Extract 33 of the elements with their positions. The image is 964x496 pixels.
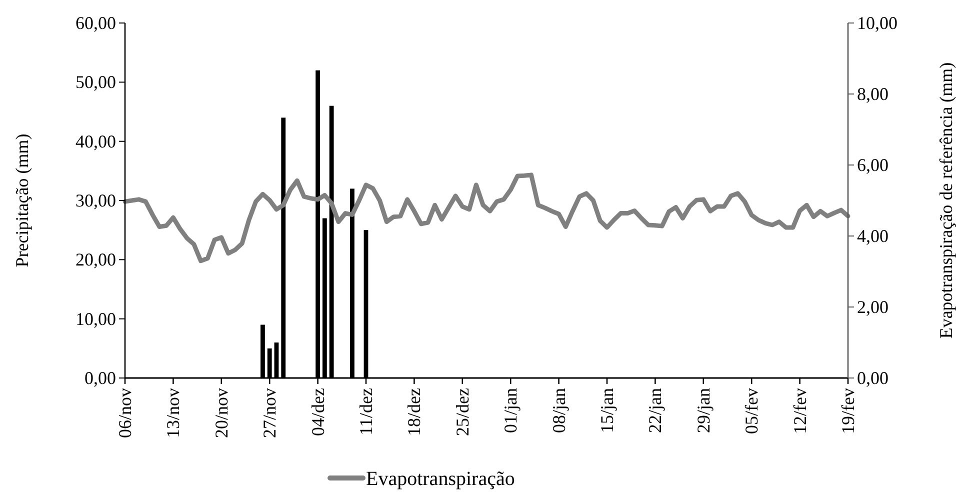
y-tick-label: 40,00 [76, 131, 116, 152]
y-tick-label: 0,00 [84, 368, 116, 388]
x-tick-label: 11/dez [356, 388, 376, 436]
x-tick-label: 01/jan [500, 388, 521, 433]
x-tick-label: 08/jan [548, 388, 569, 433]
legend-label: Evapotranspiração [366, 468, 515, 490]
x-tick-label: 06/nov [115, 388, 135, 438]
x-tick-label: 22/jan [645, 388, 666, 433]
y-tick-label: 50,00 [76, 72, 116, 92]
y2-tick-label: 0,00 [857, 368, 888, 388]
x-tick-label: 29/jan [693, 388, 714, 433]
y2-tick-label: 6,00 [857, 155, 888, 175]
y-axis-title: Precipitação (mm) [12, 134, 32, 268]
y2-tick-label: 10,00 [857, 13, 898, 33]
x-tick-label: 18/dez [404, 388, 424, 436]
y2-tick-label: 2,00 [857, 297, 888, 317]
x-tick-label: 25/dez [452, 388, 472, 436]
y-tick-label: 10,00 [76, 308, 116, 329]
x-tick-label: 20/nov [211, 388, 232, 438]
line-series [122, 172, 850, 264]
x-tick-label: 04/dez [308, 388, 328, 436]
x-tick-label: 15/jan [597, 388, 617, 433]
x-tick-label: 27/nov [260, 388, 280, 438]
y-tick-label: 60,00 [76, 13, 116, 33]
y-tick-label: 20,00 [76, 250, 116, 270]
y2-axis-title: Evapotranspiração de referência (mm) [936, 62, 956, 339]
x-tick-label: 13/nov [163, 388, 184, 438]
y2-tick-label: 4,00 [857, 226, 888, 246]
x-tick-label: 05/fev [742, 388, 762, 434]
y-tick-label: 30,00 [76, 190, 116, 210]
y2-tick-label: 8,00 [857, 84, 888, 104]
x-tick-label: 19/fev [838, 388, 858, 434]
x-tick-label: 12/fev [790, 388, 810, 434]
